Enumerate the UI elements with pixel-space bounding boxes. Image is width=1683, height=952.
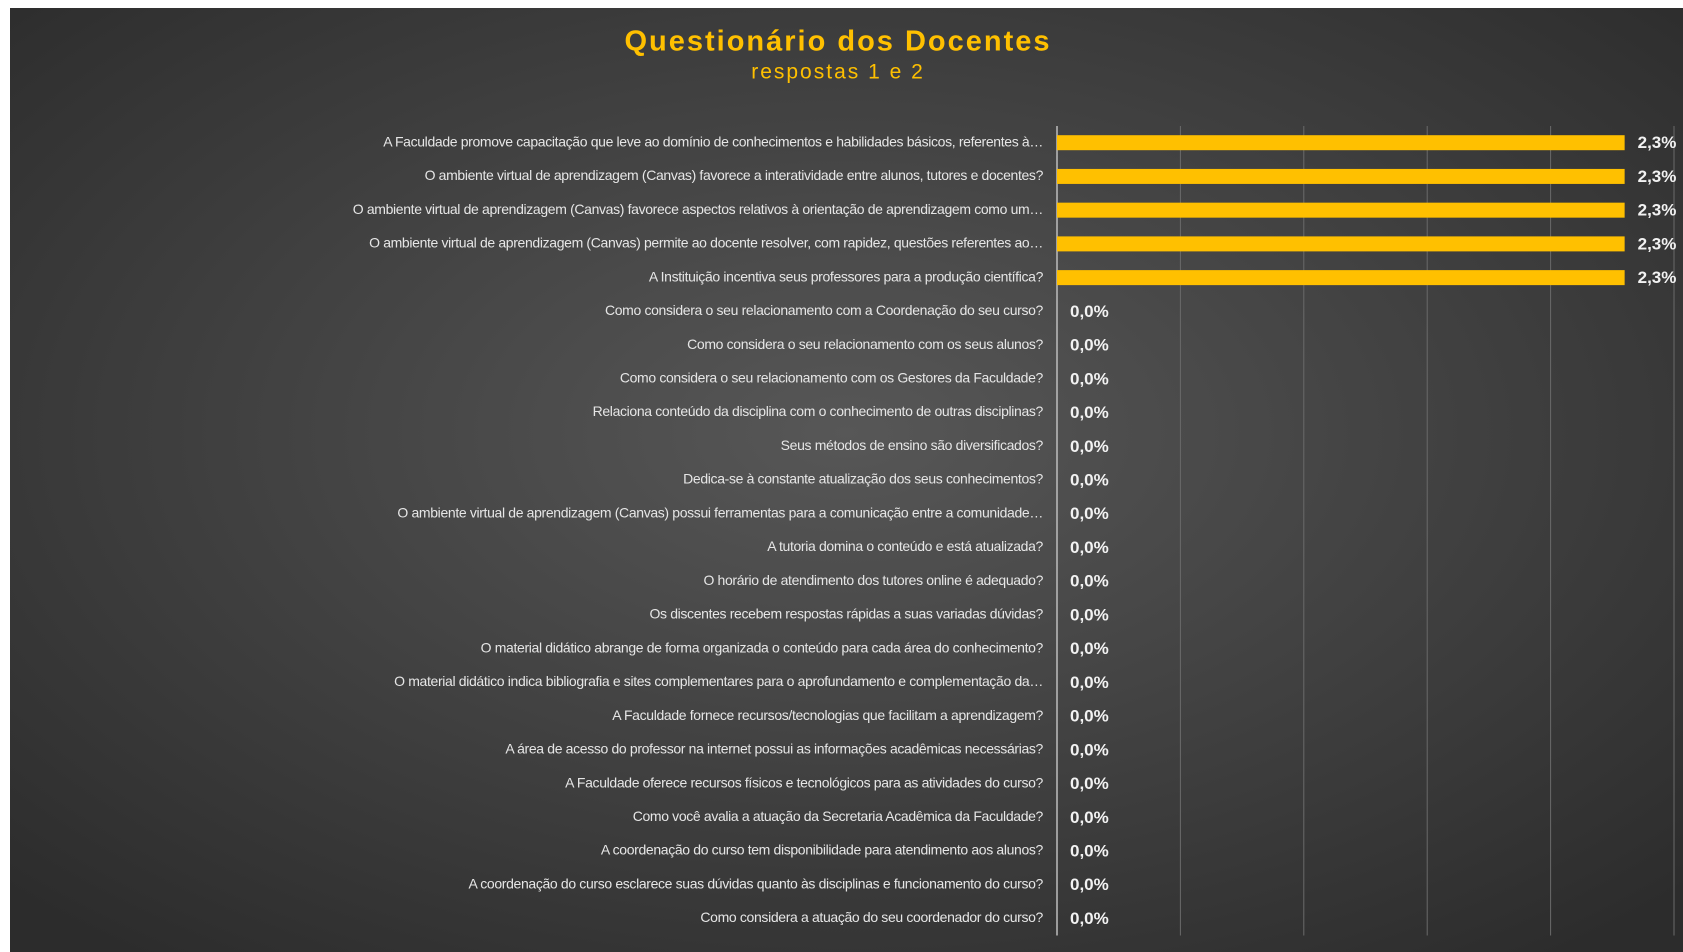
bar — [1057, 270, 1625, 286]
y-tick-label: O ambiente virtual de aprendizagem (Canv… — [353, 201, 1043, 217]
y-tick-label: A tutoria domina o conteúdo e está atual… — [767, 538, 1043, 554]
data-label: 0,0% — [1070, 808, 1109, 827]
data-label: 0,0% — [1070, 842, 1109, 861]
y-tick-label: O ambiente virtual de aprendizagem (Canv… — [425, 167, 1044, 183]
data-label: 2,3% — [1638, 268, 1677, 287]
data-label: 0,0% — [1070, 369, 1109, 388]
y-tick-label: O ambiente virtual de aprendizagem (Canv… — [369, 235, 1043, 251]
y-tick-label: Relaciona conteúdo da disciplina com o c… — [593, 403, 1044, 419]
y-tick-label: Como você avalia a atuação da Secretaria… — [633, 808, 1044, 824]
data-label: 0,0% — [1070, 302, 1109, 321]
y-tick-label: Como considera o seu relacionamento com … — [620, 370, 1044, 386]
y-tick-label: O material didático indica bibliografia … — [394, 673, 1043, 689]
y-tick-label: A coordenação do curso tem disponibilida… — [601, 842, 1044, 858]
data-label: 2,3% — [1638, 201, 1677, 220]
data-label: 0,0% — [1070, 336, 1109, 355]
y-tick-label: O ambiente virtual de aprendizagem (Canv… — [397, 504, 1043, 520]
chart-background — [10, 8, 1683, 952]
data-label: 2,3% — [1638, 234, 1677, 253]
data-label: 0,0% — [1070, 740, 1109, 759]
bar — [1057, 236, 1625, 252]
y-tick-label: Os discentes recebem respostas rápidas a… — [649, 606, 1043, 622]
y-tick-label: Como considera o seu relacionamento com … — [605, 302, 1044, 318]
data-label: 0,0% — [1070, 909, 1109, 928]
y-tick-label: A área de acesso do professor na interne… — [505, 741, 1043, 757]
data-label: 0,0% — [1070, 605, 1109, 624]
chart-subtitle: respostas 1 e 2 — [751, 61, 925, 84]
bar — [1057, 135, 1625, 151]
y-tick-label: Seus métodos de ensino são diversificado… — [781, 437, 1044, 453]
data-label: 0,0% — [1070, 437, 1109, 456]
data-label: 0,0% — [1070, 403, 1109, 422]
y-tick-label: O material didático abrange de forma org… — [481, 639, 1044, 655]
bar — [1057, 202, 1625, 218]
data-label: 2,3% — [1638, 167, 1677, 186]
data-label: 0,0% — [1070, 639, 1109, 658]
y-tick-label: A Instituição incentiva seus professores… — [649, 268, 1044, 284]
y-tick-label: Dedica-se à constante atualização dos se… — [683, 471, 1043, 487]
data-label: 2,3% — [1638, 133, 1677, 152]
y-tick-label: Como considera o seu relacionamento com … — [687, 336, 1043, 352]
y-tick-label: Como considera a atuação do seu coordena… — [700, 909, 1043, 925]
data-label: 0,0% — [1070, 774, 1109, 793]
y-tick-label: O horário de atendimento dos tutores onl… — [703, 572, 1043, 588]
data-label: 0,0% — [1070, 504, 1109, 523]
data-label: 0,0% — [1070, 572, 1109, 591]
y-tick-label: A coordenação do curso esclarece suas dú… — [469, 875, 1044, 891]
bar — [1057, 168, 1625, 184]
data-label: 0,0% — [1070, 538, 1109, 557]
data-label: 0,0% — [1070, 707, 1109, 726]
y-tick-label: A Faculdade fornece recursos/tecnologias… — [612, 707, 1043, 723]
chart-title: Questionário dos Docentes — [624, 26, 1051, 58]
data-label: 0,0% — [1070, 470, 1109, 489]
data-label: 0,0% — [1070, 875, 1109, 894]
y-tick-label: A Faculdade oferece recursos físicos e t… — [565, 774, 1043, 790]
data-label: 0,0% — [1070, 673, 1109, 692]
y-tick-label: A Faculdade promove capacitação que leve… — [383, 133, 1043, 149]
